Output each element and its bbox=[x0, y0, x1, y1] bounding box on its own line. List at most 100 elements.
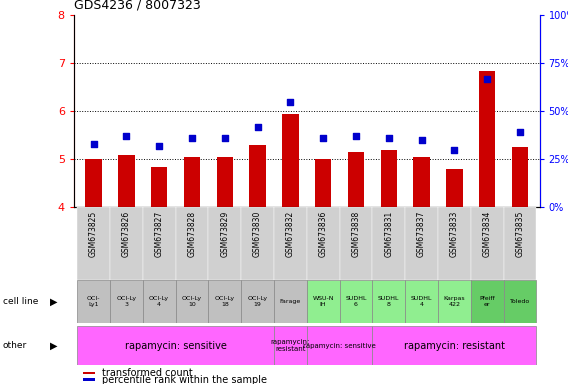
Text: GSM673828: GSM673828 bbox=[187, 211, 197, 257]
FancyBboxPatch shape bbox=[241, 207, 274, 280]
FancyBboxPatch shape bbox=[77, 280, 110, 323]
FancyBboxPatch shape bbox=[503, 207, 536, 280]
FancyBboxPatch shape bbox=[340, 207, 372, 280]
Text: Karpas
422: Karpas 422 bbox=[444, 296, 465, 307]
Text: other: other bbox=[3, 341, 27, 350]
FancyBboxPatch shape bbox=[77, 207, 110, 280]
FancyBboxPatch shape bbox=[405, 280, 438, 323]
FancyBboxPatch shape bbox=[372, 207, 405, 280]
Point bbox=[450, 147, 459, 153]
Bar bbox=[348, 152, 364, 207]
Text: WSU-N
IH: WSU-N IH bbox=[312, 296, 334, 307]
Bar bbox=[216, 157, 233, 207]
FancyBboxPatch shape bbox=[110, 207, 143, 280]
FancyBboxPatch shape bbox=[471, 207, 503, 280]
FancyBboxPatch shape bbox=[176, 280, 208, 323]
Text: ▶: ▶ bbox=[50, 341, 58, 351]
FancyBboxPatch shape bbox=[77, 326, 274, 365]
Text: rapamycin: sensitive: rapamycin: sensitive bbox=[303, 343, 376, 349]
Point bbox=[515, 129, 524, 136]
Bar bbox=[282, 114, 299, 207]
Bar bbox=[381, 150, 397, 207]
FancyBboxPatch shape bbox=[471, 280, 503, 323]
Text: GDS4236 / 8007323: GDS4236 / 8007323 bbox=[74, 0, 201, 12]
Text: OCI-Ly
4: OCI-Ly 4 bbox=[149, 296, 169, 307]
FancyBboxPatch shape bbox=[372, 326, 536, 365]
Text: GSM673827: GSM673827 bbox=[154, 211, 164, 257]
Text: GSM673831: GSM673831 bbox=[384, 211, 393, 257]
Text: OCI-
Ly1: OCI- Ly1 bbox=[87, 296, 101, 307]
FancyBboxPatch shape bbox=[176, 207, 208, 280]
Text: SUDHL
6: SUDHL 6 bbox=[345, 296, 367, 307]
Text: rapamycin:
resistant: rapamycin: resistant bbox=[270, 339, 310, 352]
Text: cell line: cell line bbox=[3, 297, 38, 306]
Text: percentile rank within the sample: percentile rank within the sample bbox=[102, 374, 267, 384]
FancyBboxPatch shape bbox=[274, 326, 307, 365]
Bar bbox=[446, 169, 462, 207]
FancyBboxPatch shape bbox=[143, 207, 176, 280]
FancyBboxPatch shape bbox=[438, 280, 471, 323]
Point bbox=[122, 133, 131, 139]
Point bbox=[384, 135, 393, 141]
FancyBboxPatch shape bbox=[340, 280, 372, 323]
FancyBboxPatch shape bbox=[438, 207, 471, 280]
Bar bbox=[83, 372, 95, 374]
Point bbox=[253, 124, 262, 130]
FancyBboxPatch shape bbox=[143, 280, 176, 323]
FancyBboxPatch shape bbox=[241, 280, 274, 323]
Text: GSM673829: GSM673829 bbox=[220, 211, 229, 257]
Text: OCI-Ly
3: OCI-Ly 3 bbox=[116, 296, 136, 307]
Text: GSM673834: GSM673834 bbox=[483, 211, 492, 257]
Text: SUDHL
4: SUDHL 4 bbox=[411, 296, 432, 307]
FancyBboxPatch shape bbox=[208, 280, 241, 323]
FancyBboxPatch shape bbox=[208, 207, 241, 280]
Text: GSM673830: GSM673830 bbox=[253, 211, 262, 257]
FancyBboxPatch shape bbox=[110, 280, 143, 323]
Bar bbox=[118, 155, 135, 207]
Text: Toledo: Toledo bbox=[510, 299, 530, 304]
Bar bbox=[315, 159, 331, 207]
Text: GSM673838: GSM673838 bbox=[352, 211, 361, 257]
Bar bbox=[249, 145, 266, 207]
FancyBboxPatch shape bbox=[503, 280, 536, 323]
Bar bbox=[83, 379, 95, 381]
Text: OCI-Ly
19: OCI-Ly 19 bbox=[248, 296, 268, 307]
Text: rapamycin: sensitive: rapamycin: sensitive bbox=[124, 341, 227, 351]
Text: GSM673836: GSM673836 bbox=[319, 211, 328, 257]
Bar bbox=[479, 71, 495, 207]
Text: Pfeiff
er: Pfeiff er bbox=[479, 296, 495, 307]
Text: OCI-Ly
10: OCI-Ly 10 bbox=[182, 296, 202, 307]
Text: rapamycin: resistant: rapamycin: resistant bbox=[404, 341, 505, 351]
Point bbox=[89, 141, 98, 147]
Text: GSM673835: GSM673835 bbox=[515, 211, 524, 257]
FancyBboxPatch shape bbox=[405, 207, 438, 280]
FancyBboxPatch shape bbox=[307, 280, 340, 323]
FancyBboxPatch shape bbox=[372, 280, 405, 323]
FancyBboxPatch shape bbox=[307, 326, 372, 365]
Point bbox=[286, 99, 295, 105]
Bar bbox=[512, 147, 528, 207]
Text: GSM673832: GSM673832 bbox=[286, 211, 295, 257]
Point bbox=[154, 143, 164, 149]
Text: ▶: ▶ bbox=[50, 296, 58, 306]
Point bbox=[483, 76, 492, 82]
Point bbox=[319, 135, 328, 141]
Bar bbox=[85, 159, 102, 207]
Text: GSM673833: GSM673833 bbox=[450, 211, 459, 257]
Bar bbox=[183, 157, 200, 207]
Point bbox=[417, 137, 426, 143]
Text: Farage: Farage bbox=[279, 299, 301, 304]
Text: transformed count: transformed count bbox=[102, 367, 193, 377]
Point bbox=[352, 133, 361, 139]
Text: GSM673825: GSM673825 bbox=[89, 211, 98, 257]
Point bbox=[220, 135, 229, 141]
Text: OCI-Ly
18: OCI-Ly 18 bbox=[215, 296, 235, 307]
Point bbox=[187, 135, 197, 141]
Text: GSM673837: GSM673837 bbox=[417, 211, 426, 257]
FancyBboxPatch shape bbox=[274, 280, 307, 323]
Bar bbox=[414, 157, 430, 207]
Text: SUDHL
8: SUDHL 8 bbox=[378, 296, 399, 307]
FancyBboxPatch shape bbox=[274, 207, 307, 280]
FancyBboxPatch shape bbox=[307, 207, 340, 280]
Text: GSM673826: GSM673826 bbox=[122, 211, 131, 257]
